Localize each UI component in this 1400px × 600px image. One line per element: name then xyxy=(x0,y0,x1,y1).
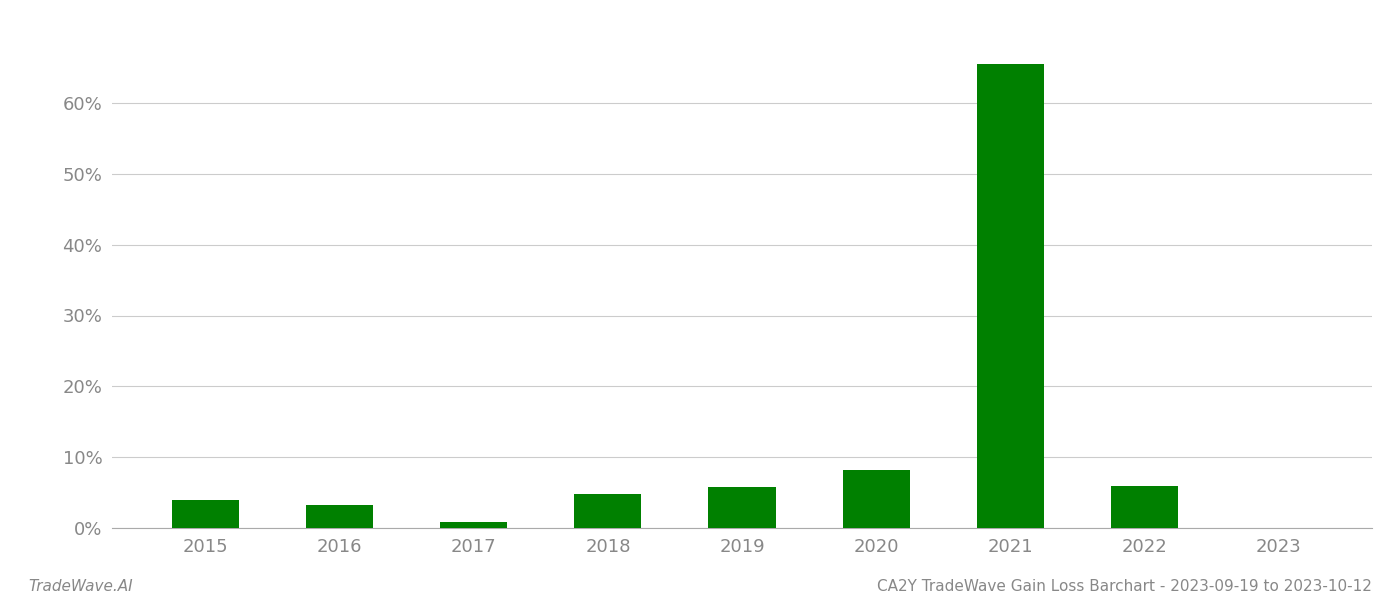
Bar xyxy=(1110,486,1177,528)
Text: TradeWave.AI: TradeWave.AI xyxy=(28,579,133,594)
Bar xyxy=(441,523,507,528)
Bar xyxy=(172,500,239,528)
Bar xyxy=(977,64,1043,528)
Bar xyxy=(307,505,374,528)
Bar xyxy=(843,470,910,528)
Bar xyxy=(574,494,641,528)
Bar xyxy=(708,487,776,528)
Text: CA2Y TradeWave Gain Loss Barchart - 2023-09-19 to 2023-10-12: CA2Y TradeWave Gain Loss Barchart - 2023… xyxy=(878,579,1372,594)
